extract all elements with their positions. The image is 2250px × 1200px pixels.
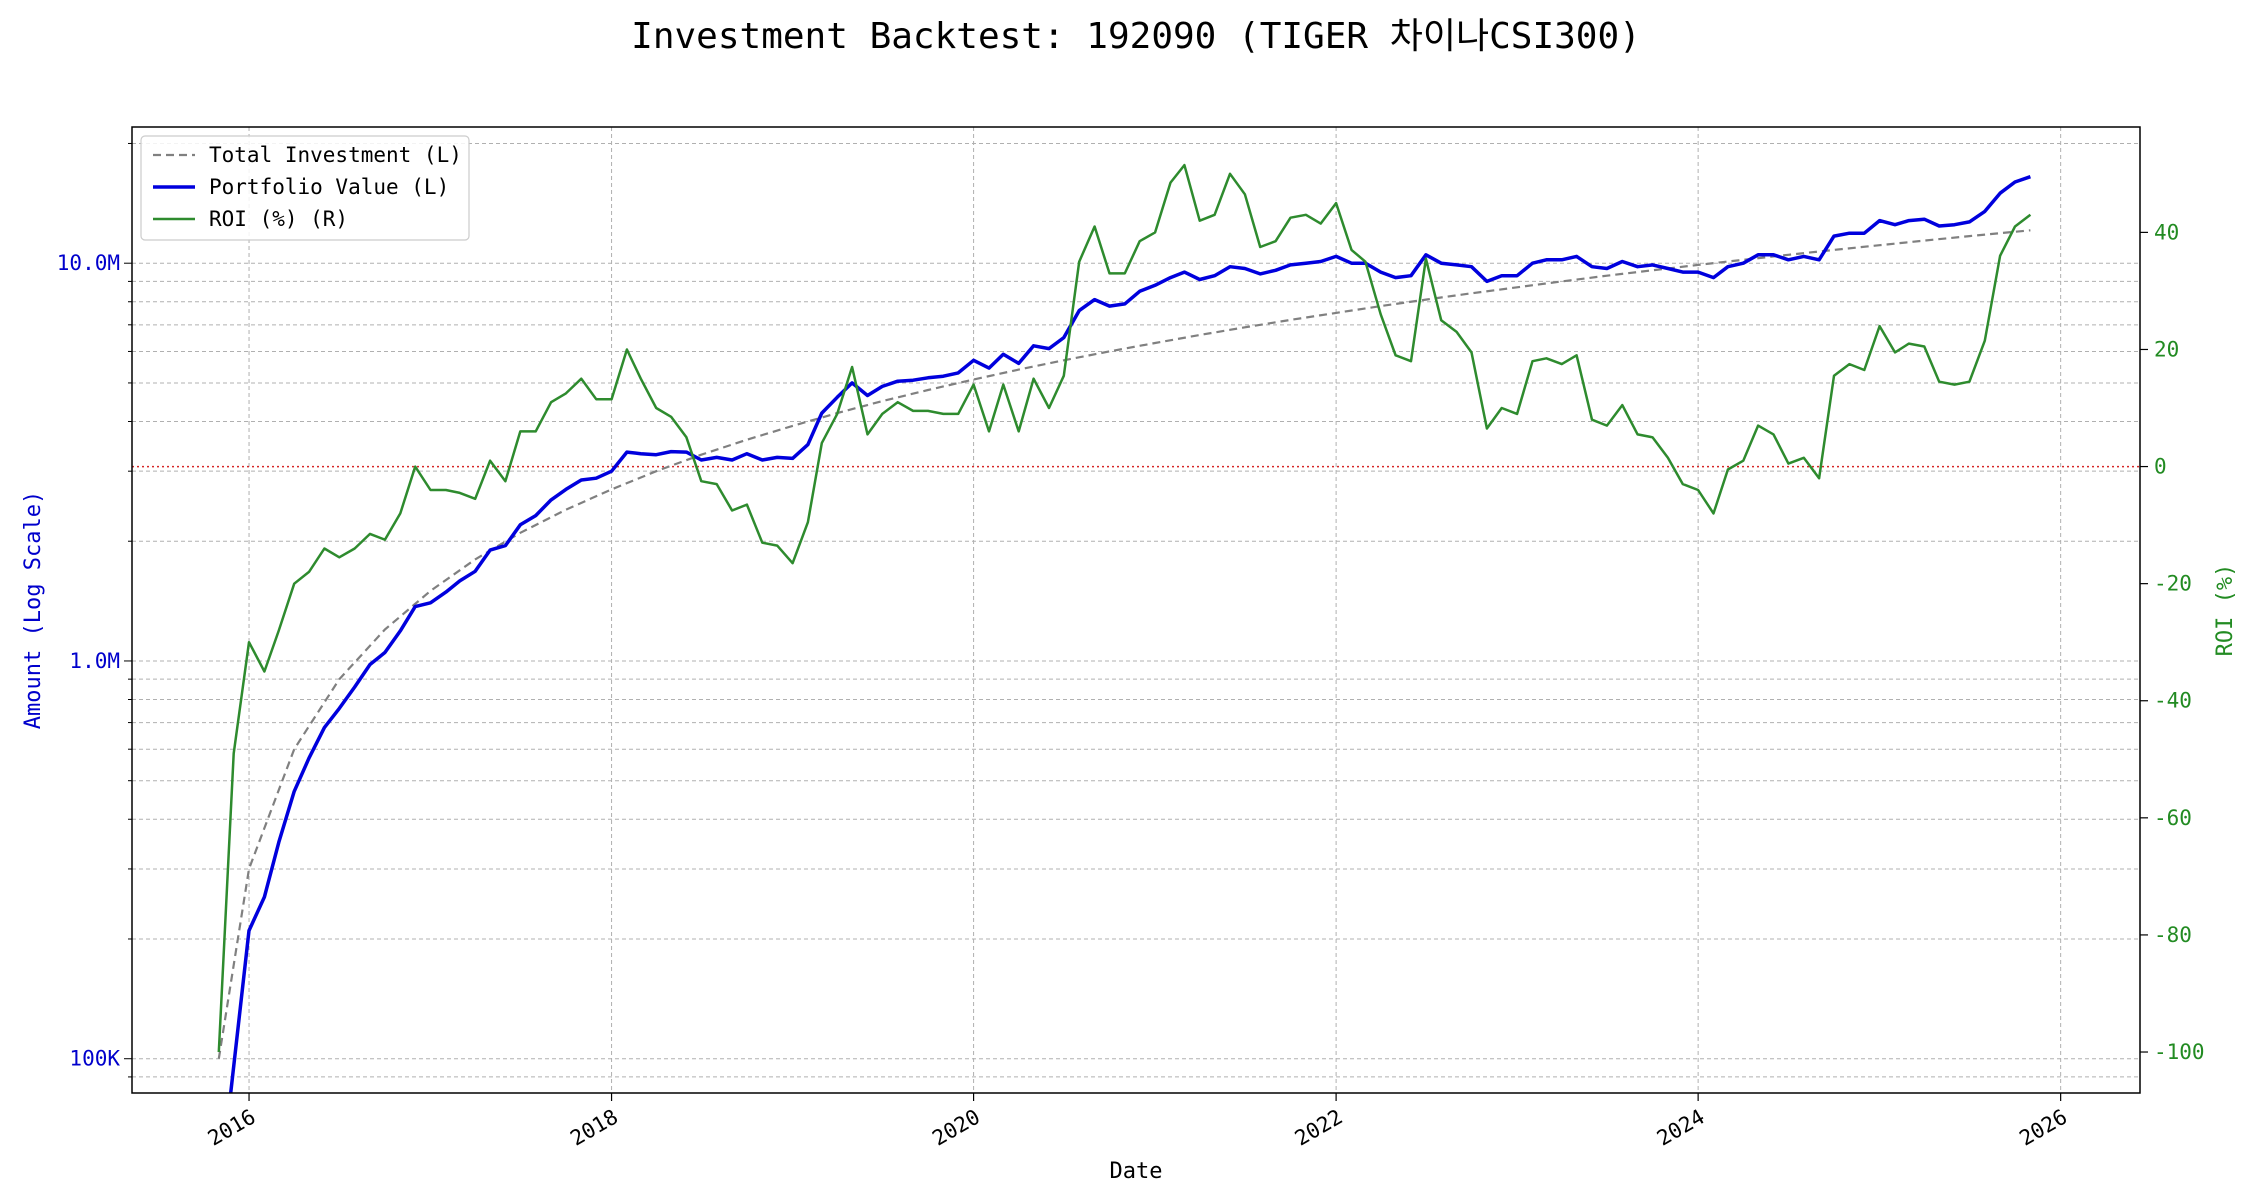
y-left-tick-label: 10.0M [57, 251, 120, 275]
chart-title: Investment Backtest: 192090 (TIGER 차이나CS… [631, 16, 1641, 57]
x-tick-label: 2024 [1653, 1105, 1709, 1151]
y-right-tick-label: -100 [2154, 1040, 2205, 1064]
x-tick-label: 2020 [928, 1105, 984, 1151]
y-axis-right-label: ROI (%) [2213, 564, 2238, 657]
portfolio-value-line [228, 175, 2031, 1093]
y-right-tick-label: -80 [2154, 923, 2192, 947]
legend-label: Total Investment (L) [209, 143, 462, 167]
axes: 2016 2018 2020 2022 2024 2026 100K 1.0M 10.0M -10… [57, 142, 2205, 1151]
x-tick-label: 2016 [204, 1105, 260, 1151]
legend-box [140, 135, 470, 241]
y-right-tick-label: -40 [2154, 689, 2192, 713]
plot-frame [131, 126, 2141, 1094]
y-right-tick-label: -20 [2154, 572, 2192, 596]
x-tick-label: 2026 [2015, 1105, 2071, 1151]
legend-label: Portfolio Value (L) [209, 175, 449, 199]
y-right-tick-label: 0 [2154, 455, 2167, 479]
grid-lines [132, 127, 2140, 1093]
series-lines [217, 163, 2032, 1093]
x-axis-label: Date [1110, 1159, 1163, 1184]
y-left-tick-label: 1.0M [69, 649, 120, 673]
y-axis-left-label: Amount (Log Scale) [21, 491, 46, 729]
y-right-tick-label: -60 [2154, 806, 2192, 830]
y-right-tick-label: 20 [2154, 337, 2179, 361]
y-right-tick-label: 40 [2154, 220, 2179, 244]
legend: Total Investment (L) Portfolio Value (L) R… [140, 135, 470, 241]
roi-line [217, 163, 2032, 1053]
y-left-tick-label: 100K [69, 1047, 120, 1071]
x-tick-label: 2018 [566, 1105, 622, 1151]
total-investment-line [217, 229, 2031, 1059]
legend-label: ROI (%) (R) [209, 207, 348, 231]
x-tick-label: 2022 [1291, 1105, 1347, 1151]
